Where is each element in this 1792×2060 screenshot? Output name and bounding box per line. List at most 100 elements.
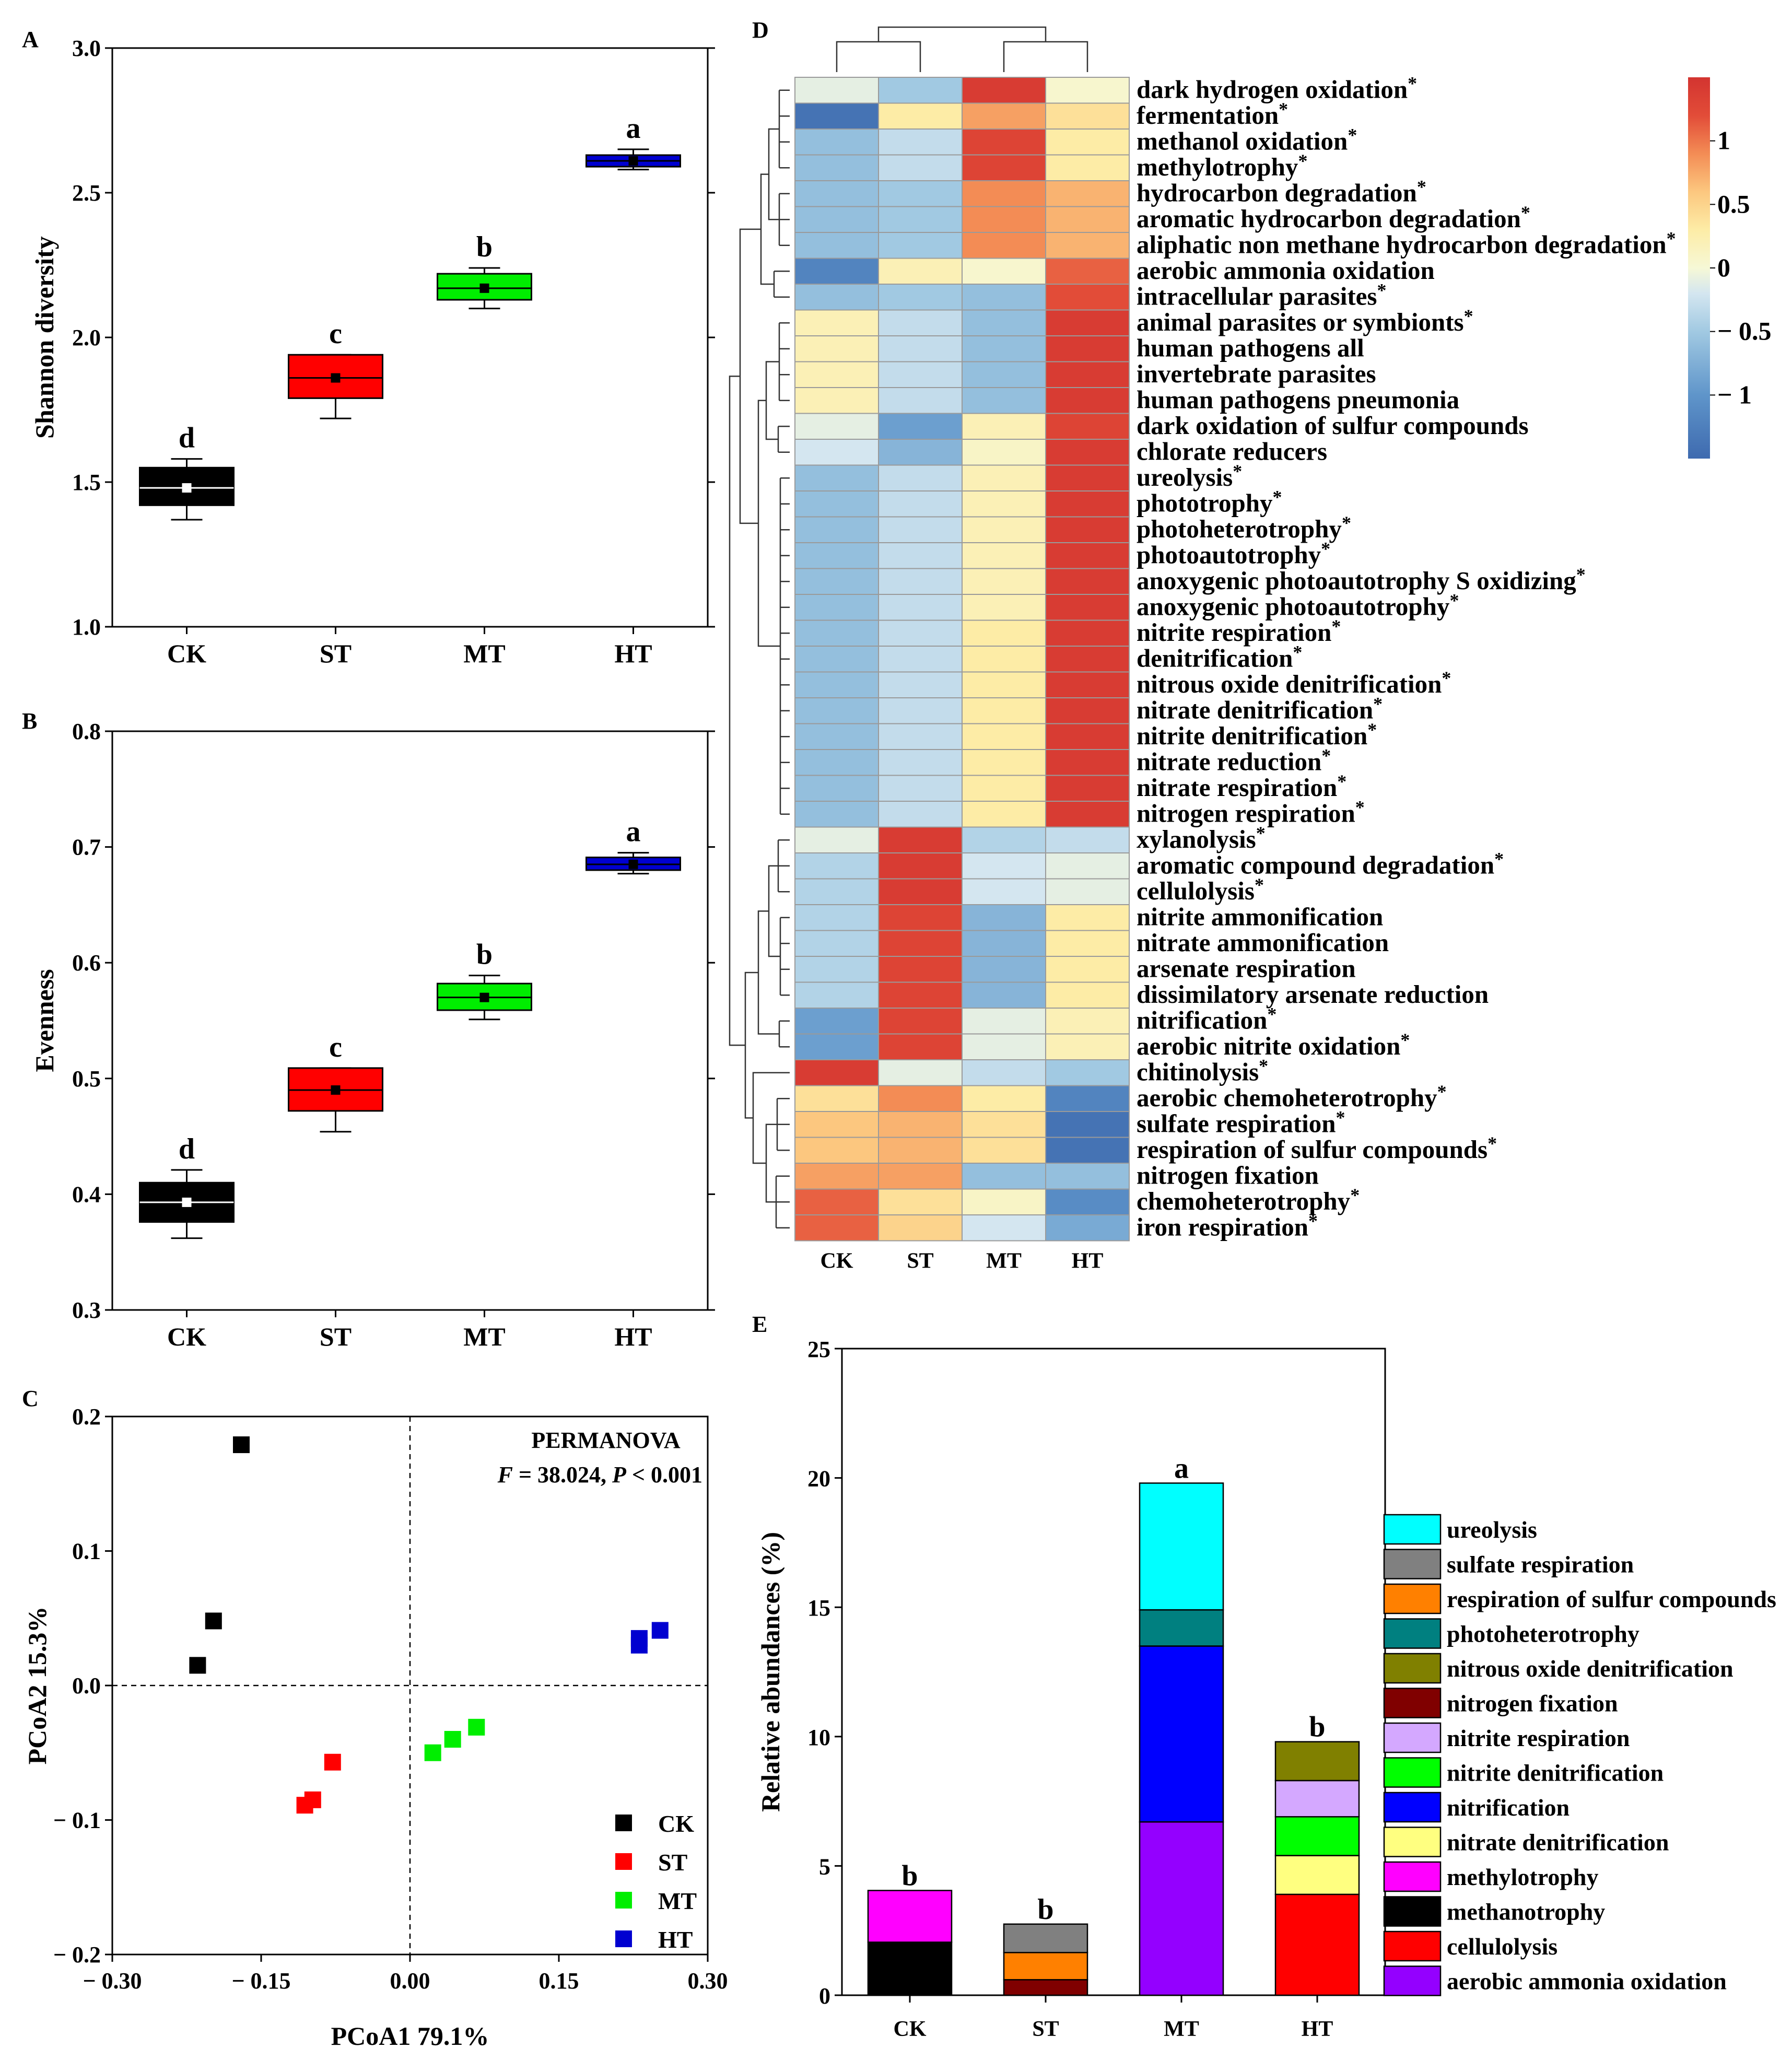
heatmap-row-name: nitrite respiration [1137, 618, 1331, 647]
heatmap-cell [794, 102, 879, 130]
y-tick-label: 0.4 [72, 1181, 101, 1207]
panel-b-box-chart: B Evenness 0.3 0.4 0.5 0.6 0.7 0.8 CK ST MT HT d c… [22, 708, 715, 1351]
heatmap-row-label: dark hydrogen oxidation* [1137, 73, 1417, 104]
significance-star: * [1449, 590, 1459, 611]
significance-star: * [1442, 668, 1451, 688]
significance-star: * [1437, 1081, 1447, 1102]
legend-label: sulfate respiration [1447, 1551, 1634, 1578]
heatmap-cell [794, 77, 879, 104]
heatmap-cell [1045, 904, 1130, 931]
heatmap-row-name: aromatic compound degradation [1137, 851, 1494, 880]
heatmap-cell [878, 490, 963, 518]
legend-label: MT [658, 1888, 697, 1914]
panel-a-label: A [22, 27, 39, 52]
point-ST [296, 1797, 313, 1814]
box-mean-marker [628, 156, 638, 166]
significance-star: * [1355, 797, 1365, 818]
panel-e-axis-ticks: 0 5 10 15 20 25 CK ST MT HT [807, 1337, 1333, 2041]
significance-star: * [1667, 228, 1676, 249]
x-tick-label: CK [167, 639, 206, 668]
heatmap-row-name: human pathogens pneumonia [1137, 385, 1459, 414]
heatmap-cell [1045, 1137, 1130, 1164]
y-tick-label: 0.7 [72, 835, 101, 860]
heatmap-row-label: aromatic hydrocarbon degradation* [1137, 202, 1530, 233]
significance-star: * [1331, 616, 1341, 637]
heatmap-row-name: intracellular parasites [1137, 282, 1377, 311]
heatmap-cell [962, 826, 1046, 853]
legend-label: nitrification [1447, 1794, 1570, 1821]
heatmap-cell [878, 1163, 963, 1190]
point-MT [444, 1731, 461, 1748]
significance-letter: b [1037, 1893, 1053, 1926]
y-tick-label: 0.6 [72, 950, 101, 976]
heatmap-cell [794, 1137, 879, 1164]
x-tick-label: MT [1164, 2017, 1199, 2041]
heatmap-row-label: iron respiration* [1137, 1211, 1318, 1242]
significance-star: * [1279, 99, 1288, 120]
heatmap-cell [878, 1085, 963, 1112]
heatmap-row-label: chemoheterotrophy* [1137, 1185, 1360, 1215]
legend-swatch [1383, 1757, 1442, 1788]
y-tick-label: 3.0 [72, 36, 101, 61]
heatmap-cell [962, 1163, 1046, 1190]
legend-label: photoheterotrophy [1447, 1621, 1639, 1647]
significance-star: * [1488, 1133, 1497, 1154]
x-tick-label: − 0.30 [83, 1968, 142, 1994]
legend-swatch [1383, 1514, 1442, 1545]
heatmap-cell [878, 1214, 963, 1242]
heatmap-row-label: methylotrophy* [1137, 150, 1307, 181]
legend-swatch [1383, 1618, 1442, 1649]
legend-swatch [1383, 1965, 1442, 1996]
heatmap-cell [794, 1163, 879, 1190]
box-mean-marker [182, 1197, 192, 1207]
heatmap-cell [794, 335, 879, 362]
heatmap-cell [1045, 206, 1130, 233]
point-MT [468, 1718, 485, 1736]
legend-label: ST [658, 1849, 687, 1876]
heatmap-row-label: nitrite respiration* [1137, 616, 1341, 647]
heatmap-column-dendrogram [836, 26, 1088, 72]
point-CK [205, 1612, 222, 1630]
heatmap-cell [794, 206, 879, 233]
heatmap-row-name: sulfate respiration [1137, 1109, 1336, 1138]
heatmap-row-name: invertebrate parasites [1137, 359, 1376, 388]
heatmap-cell [962, 1008, 1046, 1035]
heatmap-cell [878, 232, 963, 259]
significance-star: * [1256, 823, 1266, 844]
legend-swatch [1383, 1653, 1442, 1684]
heatmap-row-dendrogram [729, 89, 790, 1228]
heatmap-row-name: methanol oxidation [1137, 127, 1348, 156]
heatmap-cell [794, 1059, 879, 1086]
y-tick-label: 25 [807, 1337, 830, 1362]
heatmap-cell [962, 801, 1046, 828]
heatmap-row-label: anoxygenic photoautotrophy* [1137, 590, 1459, 621]
heatmap-cell [1045, 801, 1130, 828]
heatmap-cell [878, 128, 963, 156]
significance-star: * [1521, 202, 1530, 223]
significance-star: * [1494, 849, 1504, 870]
y-tick-label: 0.5 [72, 1066, 101, 1092]
x-tick-label: 0.00 [390, 1968, 430, 1994]
heatmap-row-name: arsenate respiration [1137, 954, 1356, 983]
heatmap-cell [878, 1033, 963, 1060]
bar-segment [1139, 1821, 1224, 1996]
heatmap-cell [962, 490, 1046, 518]
y-tick-label: 15 [807, 1595, 830, 1621]
heatmap-cell [962, 180, 1046, 207]
significance-letter: a [1174, 1453, 1189, 1485]
heatmap-cell [962, 671, 1046, 698]
heatmap-cell [794, 1085, 879, 1112]
x-tick-label: ST [320, 1322, 352, 1351]
heatmap-cell [1045, 956, 1130, 983]
heatmap-cell [878, 568, 963, 595]
heatmap-row-label: human pathogens all [1137, 334, 1364, 362]
heatmap-row-name: denitrification [1137, 644, 1293, 673]
heatmap-cell [1045, 516, 1130, 543]
heatmap-cell [878, 154, 963, 181]
heatmap-row-label: nitrogen respiration* [1137, 797, 1365, 828]
heatmap-cell [794, 1111, 879, 1138]
heatmap-cell [878, 826, 963, 853]
legend-label: nitrous oxide denitrification [1447, 1655, 1734, 1682]
heatmap-row-label: chlorate reducers [1137, 437, 1327, 466]
panel-a-ylabel: Shannon diversity [30, 236, 59, 439]
